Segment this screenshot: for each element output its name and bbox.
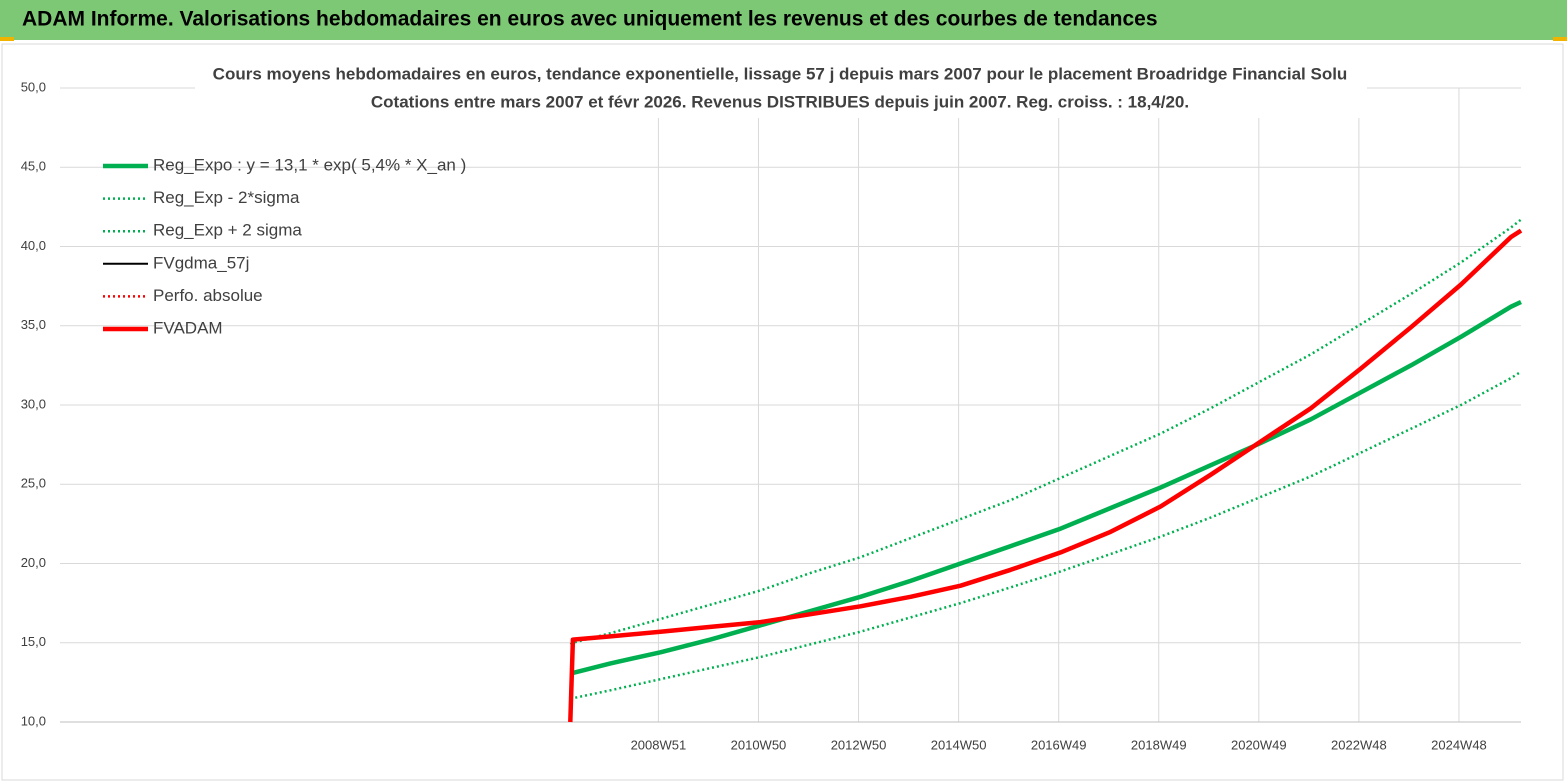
- y-tick-label: 50,0: [21, 79, 46, 94]
- chart-subtitle: Cotations entre mars 2007 et févr 2026. …: [371, 92, 1189, 111]
- y-tick-label: 30,0: [21, 396, 46, 411]
- series-line: [568, 228, 1523, 723]
- corner-mark: [1553, 37, 1567, 41]
- legend-label: Reg_Exp + 2 sigma: [153, 221, 302, 240]
- x-tick-label: 2010W50: [731, 737, 787, 752]
- x-tick-label: 2018W49: [1131, 737, 1187, 752]
- title-box: [195, 62, 1367, 118]
- legend-label: FVADAM: [153, 318, 223, 337]
- legend-label: FVgdma_57j: [153, 253, 249, 272]
- x-tick-label: 2014W50: [931, 737, 987, 752]
- series-line: [569, 218, 1522, 646]
- legend-label: Reg_Expo : y = 13,1 * exp( 5,4% * X_an ): [153, 155, 466, 174]
- series-line: [570, 370, 1522, 700]
- x-tick-label: 2020W49: [1231, 737, 1287, 752]
- y-tick-label: 20,0: [21, 555, 46, 570]
- header-bar: [0, 0, 1567, 40]
- y-tick-label: 10,0: [21, 713, 46, 728]
- chart-border: [1, 43, 1564, 781]
- y-tick-label: 45,0: [21, 159, 46, 174]
- y-tick-label: 35,0: [21, 317, 46, 332]
- header-title: ADAM Informe. Valorisations hebdomadaire…: [22, 8, 1158, 31]
- x-tick-label: 2008W51: [631, 737, 687, 752]
- y-tick-label: 40,0: [21, 238, 46, 253]
- x-tick-label: 2024W48: [1431, 737, 1487, 752]
- x-tick-label: 2016W49: [1031, 737, 1087, 752]
- y-tick-label: 15,0: [21, 634, 46, 649]
- x-tick-label: 2022W48: [1331, 737, 1387, 752]
- chart-title: Cours moyens hebdomadaires en euros, ten…: [213, 64, 1348, 83]
- x-tick-label: 2012W50: [831, 737, 887, 752]
- legend-label: Reg_Exp - 2*sigma: [153, 188, 300, 207]
- legend-label: Perfo. absolue: [153, 286, 263, 305]
- series-line: [570, 299, 1522, 676]
- corner-mark: [0, 37, 14, 41]
- y-tick-label: 25,0: [21, 476, 46, 491]
